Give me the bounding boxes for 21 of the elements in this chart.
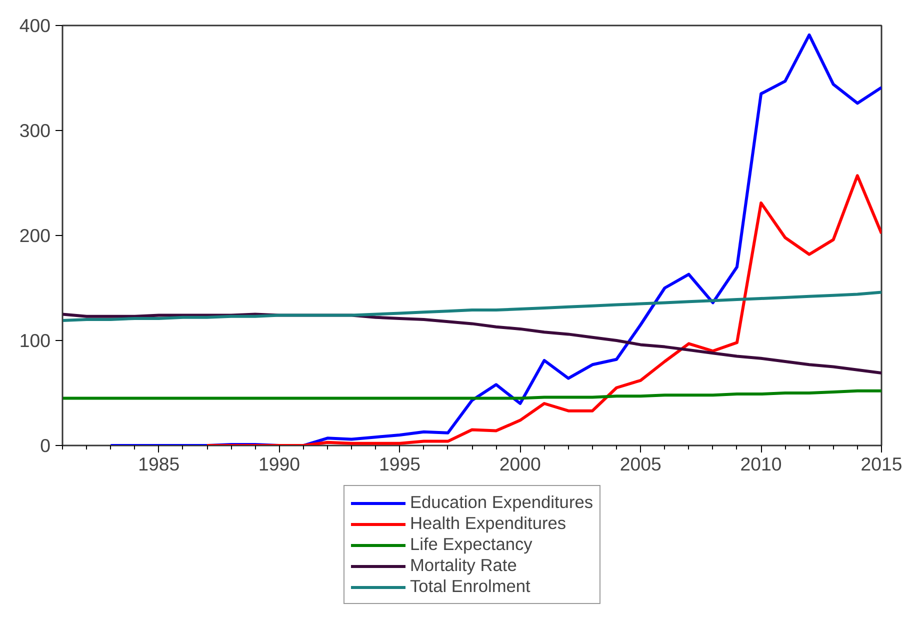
x-tick-label: 2010 [740,454,782,474]
legend-label: Health Expenditures [410,513,566,534]
legend-label: Mortality Rate [410,555,517,576]
legend-label: Total Enrolment [410,576,530,597]
x-tick-label: 1995 [378,454,420,474]
line-series [109,33,882,446]
line-series [206,174,882,446]
x-tick-label: 2000 [499,454,541,474]
line-series [62,389,882,400]
legend-label: Education Expenditures [410,492,594,513]
y-tick-label: 300 [19,120,51,141]
y-tick-label: 200 [19,225,51,246]
x-tick-label: 1990 [258,454,300,474]
y-tick-label: 100 [19,330,51,351]
x-tick-label: 2015 [860,454,902,474]
y-tick-label: 0 [40,435,51,456]
x-tick-label: 2005 [620,454,662,474]
x-tick-label: 1985 [138,454,180,474]
legend-label: Life Expectancy [410,534,532,555]
y-tick-label: 400 [19,15,51,36]
line-series [62,290,882,322]
